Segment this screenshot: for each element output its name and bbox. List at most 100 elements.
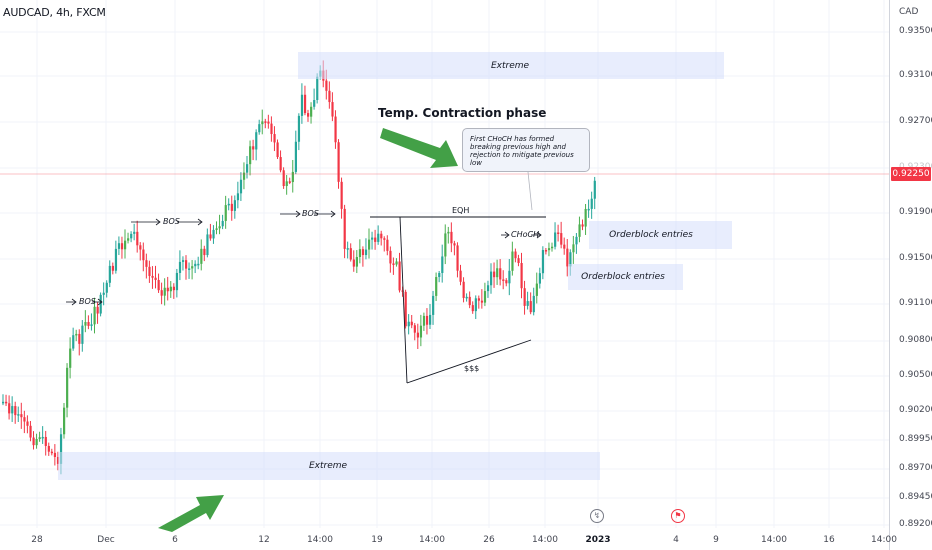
candle-body: [490, 271, 493, 286]
callout-note[interactable]: First CHoCH has formed breaking previous…: [462, 128, 590, 172]
time-tick: 2023: [585, 535, 611, 545]
candle-body: [502, 279, 505, 281]
candle-body: [429, 314, 432, 325]
orderblock-zone-2[interactable]: [568, 264, 683, 290]
candle-body: [474, 298, 477, 312]
candle-body: [425, 315, 429, 325]
candle-body: [151, 275, 154, 278]
candle-body: [398, 261, 401, 291]
candle-body: [401, 290, 404, 292]
candle-body: [236, 193, 240, 201]
bos-arrow-3b-head: [330, 210, 336, 218]
flash-icon[interactable]: ↯: [590, 509, 604, 523]
time-tick: 14:00: [419, 535, 445, 545]
candle-body: [450, 231, 453, 244]
candle-body: [465, 296, 468, 299]
candle-body: [371, 237, 374, 240]
candle-body: [560, 233, 563, 245]
contraction-line-left: [399, 216, 408, 384]
candle-body: [389, 250, 392, 264]
candle-body: [383, 238, 386, 240]
candle-body: [2, 401, 5, 404]
candle-body: [486, 285, 490, 292]
time-tick: 19: [371, 535, 383, 545]
candle-body: [194, 263, 197, 267]
candle-body: [133, 231, 136, 234]
candle-body: [84, 322, 87, 326]
currency-label: CAD: [899, 7, 919, 17]
candle-body: [175, 272, 179, 291]
candle-body: [66, 367, 69, 408]
candle-body: [535, 283, 538, 296]
orderblock-zone-1[interactable]: [589, 221, 732, 249]
candle-body: [578, 224, 581, 237]
choch-label: CHoCH: [511, 230, 540, 239]
bos-arrow-2a-head: [155, 218, 161, 226]
candle-body: [444, 233, 447, 257]
candle-body: [96, 306, 99, 314]
candle-body: [178, 261, 182, 273]
extreme-zone-top[interactable]: [298, 52, 724, 79]
candle-body: [404, 291, 407, 327]
time-tick: 12: [258, 535, 270, 545]
extreme-zone-bottom[interactable]: [58, 452, 600, 480]
candle-body: [166, 287, 169, 292]
candle-body: [499, 268, 502, 280]
green-arrow-icon: [380, 128, 458, 168]
candle-body: [313, 100, 316, 107]
candle-body: [413, 325, 416, 333]
candle-body: [218, 226, 221, 229]
time-tick: Dec: [97, 535, 115, 545]
candle-body: [300, 94, 304, 116]
time-tick: 6: [172, 535, 178, 545]
candle-body: [340, 181, 343, 209]
candle-body: [441, 256, 444, 273]
candle-body: [511, 251, 514, 271]
candle-body: [63, 407, 66, 435]
candle-body: [78, 333, 81, 344]
candle-body: [316, 76, 319, 101]
candle-body: [538, 273, 541, 284]
candle-body: [422, 315, 426, 326]
time-tick: 16: [823, 535, 835, 545]
candle-body: [29, 425, 32, 438]
candle-body: [532, 295, 535, 313]
candle-body: [255, 132, 258, 150]
candle-body: [407, 321, 410, 327]
time-tick: 14:00: [307, 535, 333, 545]
candle-body: [456, 245, 459, 271]
candle-body: [258, 124, 261, 133]
candle-body: [416, 332, 419, 338]
candle-body: [325, 80, 328, 91]
candle-body: [279, 157, 282, 171]
candle-body: [47, 445, 50, 452]
calendar-flag-icon[interactable]: ⚑: [671, 509, 685, 523]
candle-body: [41, 436, 44, 439]
price-axis[interactable]: [889, 0, 932, 550]
candle-body: [459, 270, 462, 282]
candle-body: [346, 248, 349, 250]
candle-body: [377, 233, 380, 242]
candle-body: [142, 249, 145, 261]
symbol-title[interactable]: AUDCAD, 4h, FXCM: [3, 6, 106, 19]
choch-arrow-a-head: [504, 231, 510, 239]
bos-label-1: BOS: [79, 297, 96, 306]
candle-body: [23, 417, 26, 422]
candle-body: [514, 251, 517, 259]
candle-body: [294, 141, 297, 172]
candle-body: [87, 322, 90, 326]
candle-body: [81, 325, 84, 344]
candle-body: [154, 277, 157, 280]
candle-body: [32, 437, 35, 446]
candle-body: [108, 265, 111, 283]
candle-body: [102, 292, 105, 295]
candle-body: [120, 243, 124, 250]
candle-body: [191, 266, 194, 269]
candle-body: [572, 244, 575, 253]
time-tick: 14:00: [532, 535, 558, 545]
